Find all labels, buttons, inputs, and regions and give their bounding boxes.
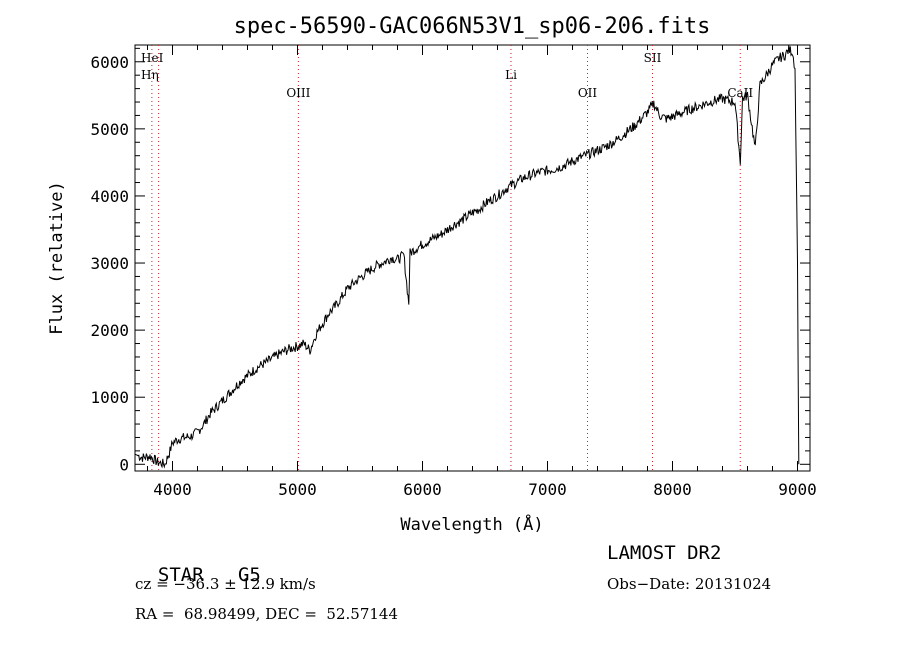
line-label-sii: SII	[644, 51, 662, 65]
x-tick-label: 5000	[278, 480, 317, 499]
line-label-caii: CaII	[727, 86, 753, 100]
plot-frame	[134, 44, 811, 472]
subclass-label: G5	[237, 564, 261, 586]
survey-label: LAMOST DR2	[607, 542, 722, 564]
x-tick-label: 9000	[778, 480, 817, 499]
x-tick-label: 8000	[653, 480, 692, 499]
x-tick-label: 7000	[528, 480, 567, 499]
class-label: STAR	[157, 564, 204, 586]
y-tick-label: 1000	[90, 388, 129, 407]
line-label-hη: Hη	[141, 68, 159, 82]
axis-ticks: 4000 5000 6000 7000 8000 9000 0 1000 2000 3000 400…	[90, 45, 817, 499]
y-tick-label: 4000	[90, 187, 129, 206]
line-label-li: Li	[505, 68, 517, 82]
y-tick-label: 6000	[90, 53, 129, 72]
y-axis-label: Flux (relative)	[47, 181, 67, 335]
x-axis-label: Wavelength (Å)	[400, 513, 543, 535]
chart-title: spec-56590-GAC066N53V1_sp06-206.fits	[234, 14, 711, 39]
y-tick-label: 3000	[90, 254, 129, 273]
line-label-oii: OII	[578, 86, 598, 100]
y-tick-label: 0	[119, 455, 129, 474]
object-class: STAR G5	[135, 542, 261, 586]
line-label-oiii: OIII	[286, 86, 310, 100]
spectrum-line	[134, 44, 800, 469]
y-tick-label: 5000	[90, 120, 129, 139]
redshift-label: cz = −36.3 ± 12.9 km/s	[135, 575, 316, 593]
obs-date-label: Obs−Date: 20131024	[607, 575, 772, 593]
x-tick-label: 4000	[153, 480, 192, 499]
coordinates-label: RA = 68.98499, DEC = 52.57144	[135, 605, 399, 623]
x-tick-label: 6000	[403, 480, 442, 499]
y-tick-label: 2000	[90, 321, 129, 340]
